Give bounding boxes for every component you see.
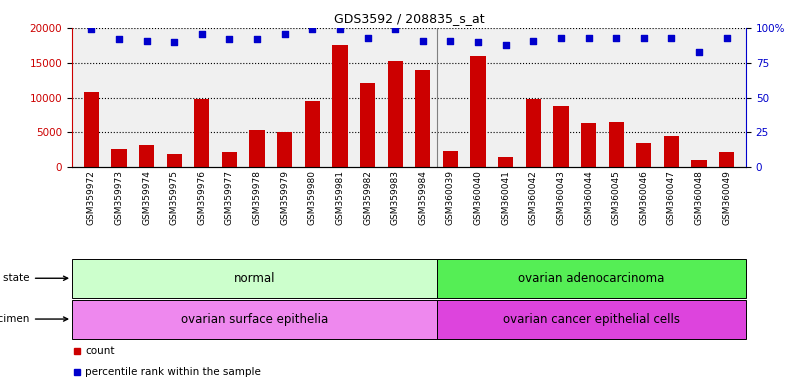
Point	[554, 35, 567, 41]
Text: ovarian adenocarcinoma: ovarian adenocarcinoma	[518, 272, 665, 285]
Text: ovarian surface epithelia: ovarian surface epithelia	[181, 313, 328, 326]
Bar	[167, 154, 182, 167]
Text: percentile rank within the sample: percentile rank within the sample	[86, 367, 261, 377]
Point	[388, 26, 401, 33]
Point	[278, 30, 291, 36]
Bar	[443, 151, 458, 167]
Bar	[415, 70, 430, 167]
Bar	[719, 152, 735, 167]
Bar	[84, 92, 99, 167]
Point	[472, 39, 485, 45]
Bar	[609, 122, 624, 167]
Bar	[525, 99, 541, 167]
Point	[527, 37, 540, 43]
Bar	[249, 130, 264, 167]
Point	[140, 37, 153, 43]
Bar	[222, 152, 237, 167]
Point	[195, 30, 208, 36]
Bar	[581, 123, 596, 167]
Bar	[498, 157, 513, 167]
Bar	[664, 136, 679, 167]
Bar	[553, 106, 569, 167]
Point	[361, 35, 374, 41]
Text: specimen: specimen	[0, 314, 67, 324]
Bar	[304, 101, 320, 167]
Point	[251, 36, 264, 42]
Point	[167, 39, 180, 45]
Bar	[636, 143, 651, 167]
Point	[444, 37, 457, 43]
Title: GDS3592 / 208835_s_at: GDS3592 / 208835_s_at	[334, 12, 485, 25]
Bar	[139, 145, 154, 167]
Bar	[72, 259, 437, 298]
Bar	[470, 56, 485, 167]
Text: ovarian cancer epithelial cells: ovarian cancer epithelial cells	[503, 313, 680, 326]
Bar	[194, 99, 209, 167]
Point	[417, 37, 429, 43]
Point	[720, 35, 733, 41]
Bar	[111, 149, 127, 167]
Point	[638, 35, 650, 41]
Point	[499, 41, 512, 48]
Point	[223, 36, 235, 42]
Point	[665, 35, 678, 41]
Point	[582, 35, 595, 41]
Point	[306, 26, 319, 33]
Bar	[388, 61, 403, 167]
Bar	[437, 259, 746, 298]
Bar	[691, 160, 706, 167]
Bar	[360, 83, 375, 167]
Point	[85, 26, 98, 33]
Text: count: count	[86, 346, 115, 356]
Point	[333, 26, 346, 33]
Point	[113, 36, 126, 42]
Text: normal: normal	[234, 272, 276, 285]
Bar	[277, 132, 292, 167]
Bar	[72, 300, 437, 339]
Text: disease state: disease state	[0, 273, 67, 283]
Bar	[437, 300, 746, 339]
Point	[610, 35, 622, 41]
Point	[693, 48, 706, 55]
Bar	[332, 45, 348, 167]
